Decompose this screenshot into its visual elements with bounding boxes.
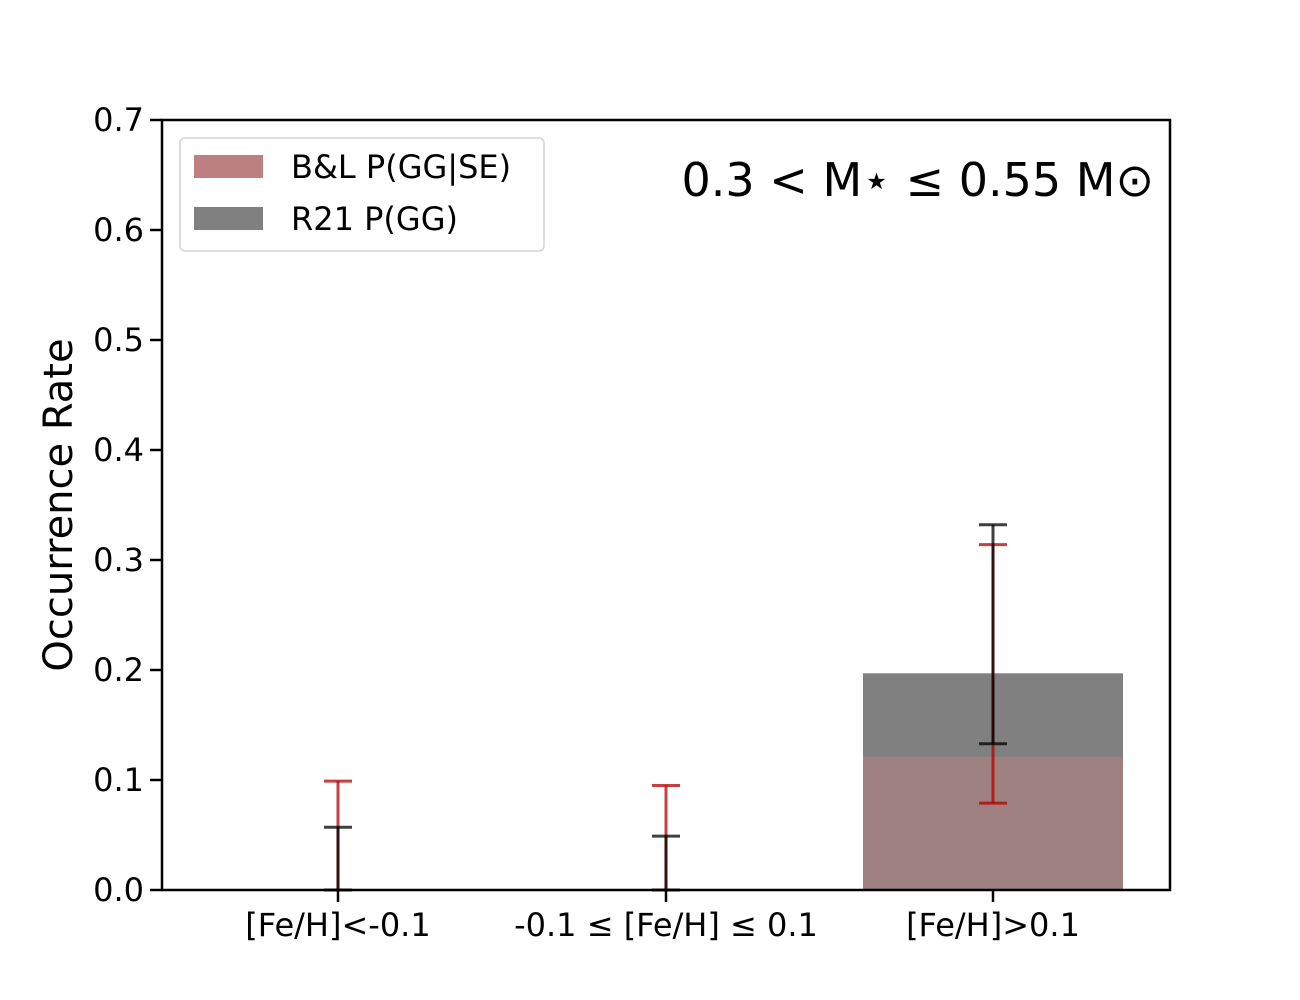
errorbar-series-0-cat-2 [979,523,1007,746]
legend-label-bl: B&L P(GG|SE) [291,148,511,186]
legend-swatch-r21 [194,207,263,230]
legend-label-r21: R21 P(GG) [291,200,458,238]
y-tick-label: 0.3 [93,541,144,579]
y-axis-label: Occurrence Rate [36,338,82,671]
x-tick-label: -0.1 ≤ [Fe/H] ≤ 0.1 [514,906,818,944]
y-tick-label: 0.6 [93,211,144,249]
y-axis: 0.0 0.1 0.2 0.3 0.4 0.5 0.6 0.7 [93,101,162,909]
y-tick-label: 0.7 [93,101,144,139]
y-tick-label: 0.1 [93,761,144,799]
y-tick-label: 0.5 [93,321,144,359]
y-tick-label: 0.2 [93,651,144,689]
legend-box [179,137,545,252]
y-tick-label: 0.4 [93,431,144,469]
y-tick-label: 0.0 [93,871,144,909]
x-tick-label: [Fe/H]>0.1 [906,906,1080,944]
legend-swatch-bl [194,155,263,178]
x-tick-label: [Fe/H]<-0.1 [245,906,430,944]
legend: B&L P(GG|SE) R21 P(GG) [179,137,545,252]
x-axis: [Fe/H]<-0.1 -0.1 ≤ [Fe/H] ≤ 0.1 [Fe/H]>0.1 [245,890,1080,944]
mass-range-annotation: 0.3 < M⋆ ≤ 0.55 M⊙ [682,153,1155,207]
